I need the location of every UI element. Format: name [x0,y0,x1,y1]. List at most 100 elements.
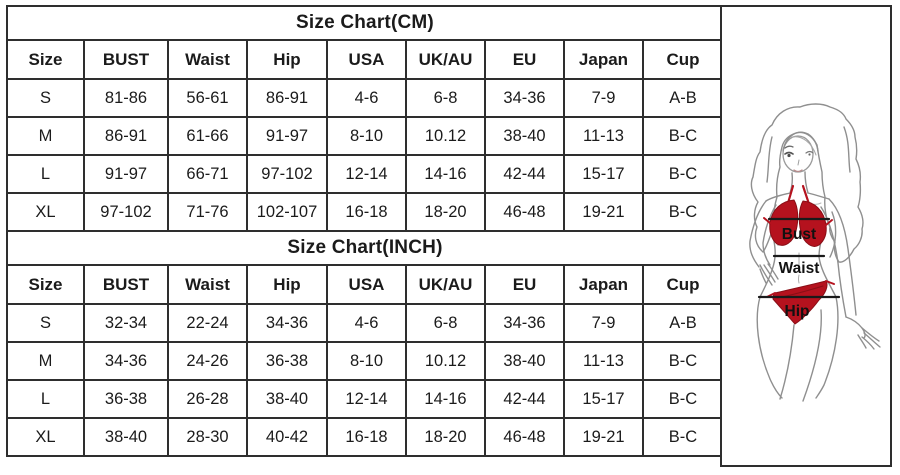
table-cell: 26-28 [167,379,248,419]
table-cell: 12-14 [326,379,407,419]
table-cell: 102-107 [246,192,328,232]
header-waist: Waist [167,39,248,80]
header-hip: Hip [246,39,328,80]
size-table-inch: Size Chart(INCH) Size BUST Waist Hip USA… [6,230,724,457]
table-cell: M [6,341,85,381]
table-cell: 6-8 [405,303,486,343]
table-cell: 66-71 [167,154,248,194]
table-cell: B-C [642,154,724,194]
table-cell: B-C [642,192,724,232]
table-cell: 7-9 [563,78,644,118]
table-cell: 18-20 [405,192,486,232]
table-cell: 38-40 [83,417,169,457]
table-cell: 91-97 [246,116,328,156]
table-cell: 34-36 [484,303,565,343]
table-cell: 34-36 [484,78,565,118]
table-cell: 15-17 [563,154,644,194]
table-cell: 86-91 [83,116,169,156]
right-arm-sketch [820,198,881,350]
table-cell: 10.12 [405,116,486,156]
header-cup: Cup [642,264,724,305]
table-cell: 38-40 [484,341,565,381]
table-cell: 34-36 [246,303,328,343]
header-usa: USA [326,39,407,80]
table-cell: L [6,379,85,419]
left-arm-sketch [749,200,779,286]
header-bust: BUST [83,39,169,80]
table-cell: 32-34 [83,303,169,343]
header-ukau: UK/AU [405,39,486,80]
table-cell: 24-26 [167,341,248,381]
table-cell: B-C [642,417,724,457]
table-cell: 7-9 [563,303,644,343]
size-chart-panel: Size Chart(CM) Size BUST Waist Hip USA U… [6,5,892,467]
table-cell: 97-102 [246,154,328,194]
table-cell: 46-48 [484,192,565,232]
table-cell: L [6,154,85,194]
table-cell: 56-61 [167,78,248,118]
measurement-figure-illustration: Bust Waist Hip [749,103,881,402]
header-hip: Hip [246,264,328,305]
table-cell: 36-38 [83,379,169,419]
table-cell: M [6,116,85,156]
table-cell: 86-91 [246,78,328,118]
table-cell: 10.12 [405,341,486,381]
table-cell: 16-18 [326,192,407,232]
table-cell: S [6,78,85,118]
table-cell: 22-24 [167,303,248,343]
header-size: Size [6,264,85,305]
table-cell: 19-21 [563,192,644,232]
header-size: Size [6,39,85,80]
table-cell: 15-17 [563,379,644,419]
table-cell: B-C [642,341,724,381]
table-cell: 14-16 [405,154,486,194]
table-title-row: Size Chart(CM) [6,5,724,41]
table-cell: 61-66 [167,116,248,156]
face-sketch [782,131,819,173]
table-cell: 14-16 [405,379,486,419]
table-row-xl: XL 38-40 28-30 40-42 16-18 18-20 46-48 1… [6,417,724,457]
header-usa: USA [326,264,407,305]
header-cup: Cup [642,39,724,80]
header-bust: BUST [83,264,169,305]
table-cell: 28-30 [167,417,248,457]
size-table-cm: Size Chart(CM) Size BUST Waist Hip USA U… [6,5,724,232]
table-cell: S [6,303,85,343]
waist-label: Waist [779,260,820,277]
table-header-row: Size BUST Waist Hip USA UK/AU EU Japan C… [6,39,724,80]
table-cell: XL [6,417,85,457]
table-cell: 46-48 [484,417,565,457]
bikini-top-shape [763,184,833,247]
table-cell: A-B [642,78,724,118]
measurement-figure-panel: Bust Waist Hip [720,5,892,467]
table-title-row: Size Chart(INCH) [6,230,724,266]
table-row-xl: XL 97-102 71-76 102-107 16-18 18-20 46-4… [6,192,724,232]
table-cell: 36-38 [246,341,328,381]
table-cell: B-C [642,116,724,156]
table-row-m: M 86-91 61-66 91-97 8-10 10.12 38-40 11-… [6,116,724,156]
table-cell: 91-97 [83,154,169,194]
table-cell: 12-14 [326,154,407,194]
table-cell: 11-13 [563,341,644,381]
table-cell: 18-20 [405,417,486,457]
table-cell: 6-8 [405,78,486,118]
table-cell: 42-44 [484,154,565,194]
table-cell: 81-86 [83,78,169,118]
table-cell: 38-40 [484,116,565,156]
header-eu: EU [484,39,565,80]
header-waist: Waist [167,264,248,305]
tables-column: Size Chart(CM) Size BUST Waist Hip USA U… [6,5,724,457]
table-cell: 16-18 [326,417,407,457]
table-row-s: S 81-86 56-61 86-91 4-6 6-8 34-36 7-9 A-… [6,78,724,118]
legs-sketch [756,296,839,402]
table-cell: 8-10 [326,341,407,381]
table-cell: 34-36 [83,341,169,381]
header-japan: Japan [563,264,644,305]
table-title-inch: Size Chart(INCH) [6,230,724,266]
bust-label: Bust [782,226,816,243]
table-title-cm: Size Chart(CM) [6,5,724,41]
table-cell: 8-10 [326,116,407,156]
table-row-l: L 91-97 66-71 97-102 12-14 14-16 42-44 1… [6,154,724,194]
table-cell: 40-42 [246,417,328,457]
table-cell: 97-102 [83,192,169,232]
